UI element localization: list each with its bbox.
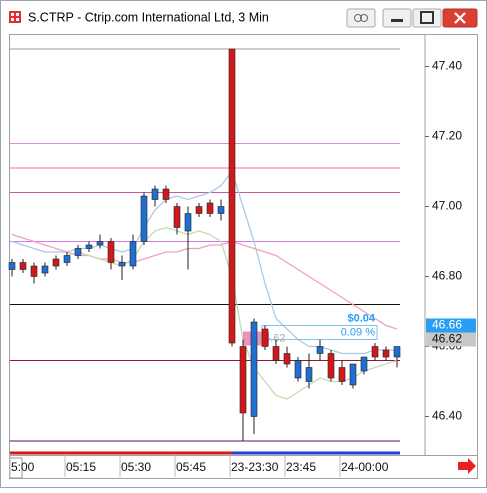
candle-body	[140, 195, 148, 242]
candle-body	[294, 360, 302, 379]
candle-body	[217, 206, 225, 214]
close-button[interactable]	[442, 8, 478, 28]
candle-body	[228, 48, 236, 344]
price-tag-label: 46.62	[432, 332, 462, 346]
app-icon	[9, 11, 21, 23]
candle-body	[338, 367, 346, 382]
candle-body	[272, 346, 280, 361]
candle-body	[360, 356, 368, 372]
x-tick-label: 05:30	[121, 460, 151, 474]
y-tick-label: 47.20	[432, 129, 462, 143]
measure-pct-label: 0.09 %	[341, 326, 375, 338]
candle-body	[195, 206, 203, 214]
candle-body	[250, 321, 258, 417]
candle-body	[162, 188, 170, 200]
candle-body	[19, 262, 27, 270]
candle-body	[151, 188, 159, 200]
price-tag	[426, 332, 476, 347]
candle-body	[184, 213, 192, 232]
measure-label: $0.04	[347, 312, 375, 324]
x-tick-label: 5:00	[11, 460, 35, 474]
candle-body	[349, 363, 357, 386]
candle-body	[239, 346, 247, 414]
candle-body	[74, 248, 82, 256]
candle-body	[371, 346, 379, 358]
candle-body	[107, 241, 115, 263]
y-tick-label: 47.00	[432, 199, 462, 213]
candle-body	[63, 255, 71, 263]
candle-body	[118, 262, 126, 267]
candle-body	[52, 258, 60, 267]
minimize-button[interactable]	[382, 8, 412, 28]
y-tick-label: 46.80	[432, 269, 462, 283]
y-tick-label: 47.40	[432, 59, 462, 73]
candle-body	[316, 346, 324, 354]
price-tag-label: 46.66	[432, 318, 462, 332]
plot: 46.4046.6046.8047.0047.2047.405:0005:150…	[8, 48, 476, 477]
candle-body	[261, 328, 269, 347]
link-button[interactable]	[346, 8, 376, 28]
scroll-right-arrow[interactable]	[458, 458, 476, 474]
candle-body	[85, 244, 93, 249]
candle-body	[30, 265, 38, 277]
candle-body	[173, 206, 181, 228]
candle-body	[206, 202, 214, 214]
candle-body	[327, 353, 335, 379]
candle-body	[393, 346, 401, 358]
y-tick-label: 46.40	[432, 409, 462, 423]
window-title: S.CTRP - Ctrip.com International Ltd, 3 …	[28, 10, 269, 24]
candle-body	[382, 349, 390, 358]
candle-body	[283, 353, 291, 365]
candle-body	[96, 241, 104, 246]
x-tick-label: 24-00:00	[341, 460, 389, 474]
candle-body	[41, 265, 49, 274]
x-tick-label: 05:15	[66, 460, 96, 474]
candle-body	[129, 241, 137, 267]
candle-body	[305, 367, 313, 382]
x-tick-label: 23-23:30	[231, 460, 279, 474]
price-tag	[426, 318, 476, 333]
x-tick-label: 23:45	[286, 460, 316, 474]
candle-body	[8, 262, 16, 270]
maximize-button[interactable]	[412, 8, 442, 28]
x-tick-label: 05:45	[176, 460, 206, 474]
